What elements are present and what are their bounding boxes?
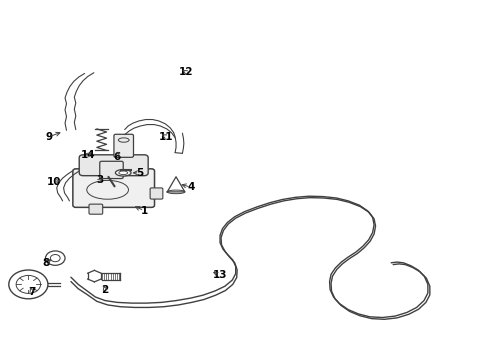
Text: 2: 2 (102, 285, 108, 295)
Ellipse shape (115, 170, 131, 176)
FancyBboxPatch shape (114, 134, 133, 157)
Text: 1: 1 (141, 206, 147, 216)
Text: 9: 9 (45, 132, 52, 142)
Text: 12: 12 (178, 67, 193, 77)
Text: 10: 10 (46, 177, 61, 187)
Text: 14: 14 (81, 150, 95, 160)
Text: 7: 7 (28, 287, 36, 297)
Text: 3: 3 (97, 175, 103, 185)
Ellipse shape (119, 171, 127, 175)
Text: 13: 13 (212, 270, 227, 280)
Text: 11: 11 (159, 132, 173, 142)
FancyBboxPatch shape (79, 155, 148, 176)
FancyBboxPatch shape (150, 188, 163, 199)
Text: 6: 6 (114, 152, 121, 162)
FancyBboxPatch shape (73, 169, 154, 207)
FancyBboxPatch shape (89, 204, 102, 214)
Text: 4: 4 (186, 182, 194, 192)
Text: 8: 8 (43, 258, 50, 268)
Text: 5: 5 (136, 168, 142, 178)
FancyBboxPatch shape (100, 161, 123, 179)
